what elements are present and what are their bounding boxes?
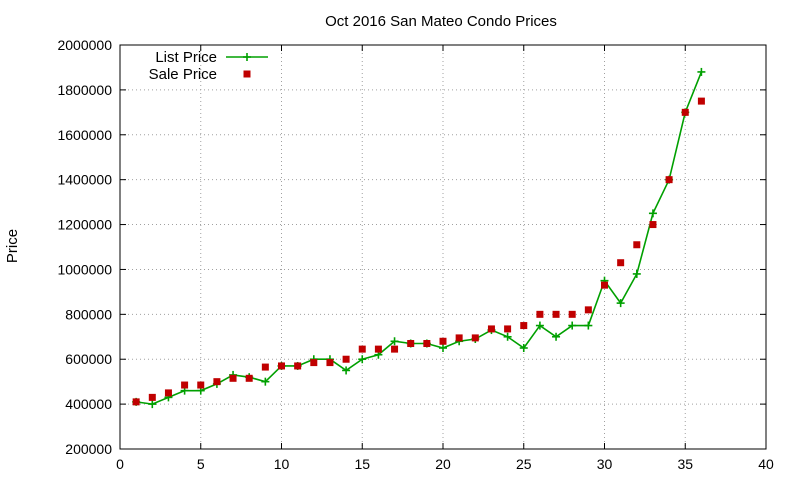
series-list-price <box>132 67 706 409</box>
list-price-point <box>535 321 544 330</box>
grid <box>120 45 766 449</box>
sale-price-point <box>391 345 399 353</box>
sale-price-point <box>601 281 608 289</box>
x-tick-label: 35 <box>677 456 693 472</box>
x-tick-label: 30 <box>597 456 613 472</box>
sale-price-point <box>439 337 447 345</box>
sale-price-point <box>374 345 382 353</box>
list-price-point <box>584 321 593 330</box>
chart-title: Oct 2016 San Mateo Condo Prices <box>325 13 557 30</box>
list-price-point <box>632 269 641 278</box>
sale-price-point <box>181 381 189 389</box>
y-tick-label: 1200000 <box>57 217 112 233</box>
sale-price-point <box>164 389 172 397</box>
list-price-point <box>616 299 625 308</box>
sale-price-point <box>342 355 350 363</box>
list-price-point <box>697 67 706 76</box>
sale-price-point <box>310 359 318 367</box>
sale-price-point <box>423 340 431 348</box>
y-tick-label: 1600000 <box>57 127 112 143</box>
legend-label: List Price <box>155 49 217 66</box>
sale-price-point <box>520 322 528 330</box>
sale-price-point <box>407 340 415 348</box>
list-price-point <box>342 366 351 375</box>
sale-price-point <box>261 363 269 371</box>
sale-price-point <box>455 334 463 342</box>
y-tick-label: 1000000 <box>57 261 112 277</box>
y-tick-label: 200000 <box>65 441 112 457</box>
sale-price-point <box>132 398 140 406</box>
y-tick-label: 600000 <box>65 351 112 367</box>
plot-frame <box>119 44 767 450</box>
x-tick-label: 15 <box>354 456 370 472</box>
sale-price-point <box>568 310 576 318</box>
sale-price-point <box>294 362 302 370</box>
sale-price-point <box>584 306 592 314</box>
sale-price-point <box>245 374 253 382</box>
x-tick-label: 10 <box>274 456 290 472</box>
list-price-line <box>136 71 703 405</box>
list-price-point <box>148 400 157 409</box>
sale-price-point <box>197 381 205 389</box>
y-tick-label: 2000000 <box>57 37 112 53</box>
sale-price-point <box>633 241 641 249</box>
list-price-point <box>439 344 447 352</box>
sale-price-point <box>358 345 366 353</box>
axis-ticks: 0 5 10 15 20 25 30 35 40 200000 400000 600000 800000… <box>57 37 774 472</box>
y-tick-label: 800000 <box>65 306 112 322</box>
sale-price-point <box>697 97 705 105</box>
legend-label: Sale Price <box>149 66 217 83</box>
list-price-point <box>552 332 561 341</box>
legend-entry: List Price <box>155 49 268 66</box>
sale-price-point <box>278 362 285 370</box>
sale-price-point <box>649 221 657 229</box>
x-tick-label: 20 <box>435 456 451 472</box>
list-price-point <box>519 344 528 352</box>
list-price-point <box>568 321 577 330</box>
y-tick-label: 1400000 <box>57 172 112 188</box>
list-price-point <box>390 337 399 346</box>
list-price-point <box>358 355 367 364</box>
sale-price-point <box>681 108 689 116</box>
sale-price-point <box>552 310 560 318</box>
sale-price-point <box>617 259 625 267</box>
sale-price-point <box>536 310 544 318</box>
sale-price-point <box>487 325 495 333</box>
sale-price-point <box>665 176 673 184</box>
x-tick-label: 25 <box>516 456 532 472</box>
legend-entry: Sale Price <box>149 66 251 83</box>
sale-price-point <box>504 325 512 333</box>
legend-square-swatch <box>243 70 251 78</box>
sale-price-point <box>471 334 479 342</box>
series-sale-price <box>132 97 705 406</box>
x-tick-label: 5 <box>197 456 205 472</box>
series-layer <box>132 67 706 409</box>
sale-price-point <box>148 393 156 401</box>
y-axis-label: Price <box>4 229 21 263</box>
sale-price-point <box>229 374 237 382</box>
legend-cross-swatch <box>243 53 251 61</box>
sale-price-point <box>326 359 334 367</box>
x-tick-label: 0 <box>116 456 124 472</box>
x-tick-label: 40 <box>758 456 774 472</box>
list-price-point <box>648 209 657 218</box>
list-price-point <box>261 377 270 386</box>
sale-price-point <box>213 378 221 386</box>
y-tick-label: 400000 <box>65 396 112 412</box>
y-tick-label: 1800000 <box>57 82 112 98</box>
list-price-point <box>503 332 512 341</box>
